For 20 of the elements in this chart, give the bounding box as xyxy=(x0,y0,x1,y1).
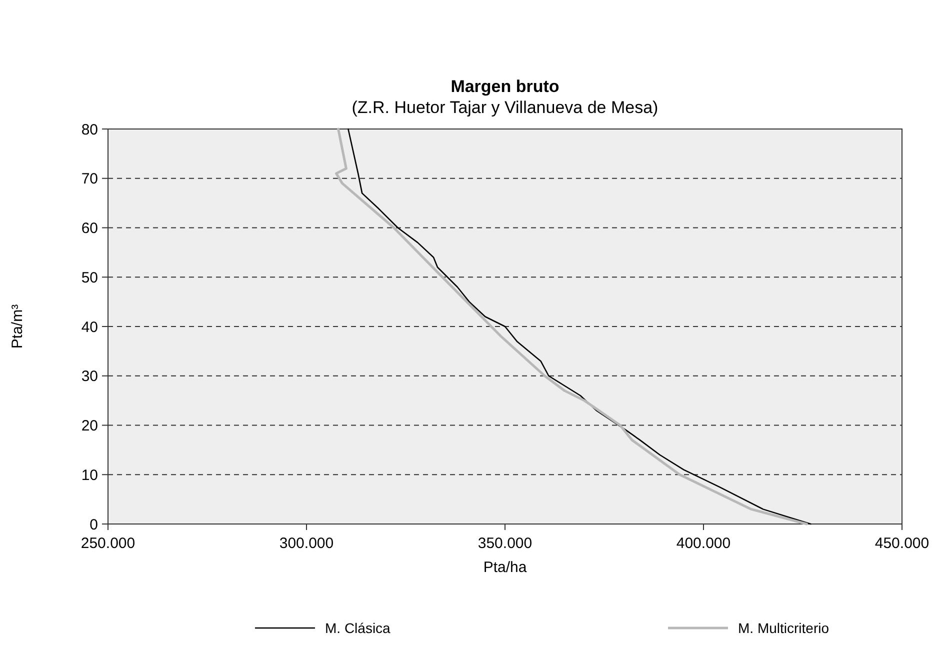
x-axis-title: Pta/ha xyxy=(483,559,528,576)
y-tick-label: 30 xyxy=(81,368,98,386)
y-tick-label: 80 xyxy=(81,121,98,138)
y-axis-title: Pta/m³ xyxy=(9,304,26,349)
x-tick-label: 250.000 xyxy=(80,535,136,552)
y-tick-label: 10 xyxy=(81,466,98,484)
legend-label: M. Clásica xyxy=(325,620,391,636)
x-tick-label: 300.000 xyxy=(279,535,334,552)
y-tick-label: 70 xyxy=(81,170,98,188)
chart-subtitle: (Z.R. Huetor Tajar y Villanueva de Mesa) xyxy=(352,98,658,117)
y-tick-label: 50 xyxy=(81,269,98,286)
legend-label: M. Multicriterio xyxy=(738,620,830,636)
x-tick-label: 400.000 xyxy=(676,535,731,552)
y-tick-label: 40 xyxy=(81,318,98,336)
y-tick-label: 20 xyxy=(81,418,98,434)
y-tick-label: 0 xyxy=(90,516,98,534)
y-tick-label: 60 xyxy=(81,220,98,237)
chart-title: Margen bruto xyxy=(450,77,560,96)
x-tick-label: 450.000 xyxy=(874,535,930,552)
x-tick-label: 350.000 xyxy=(478,535,532,552)
